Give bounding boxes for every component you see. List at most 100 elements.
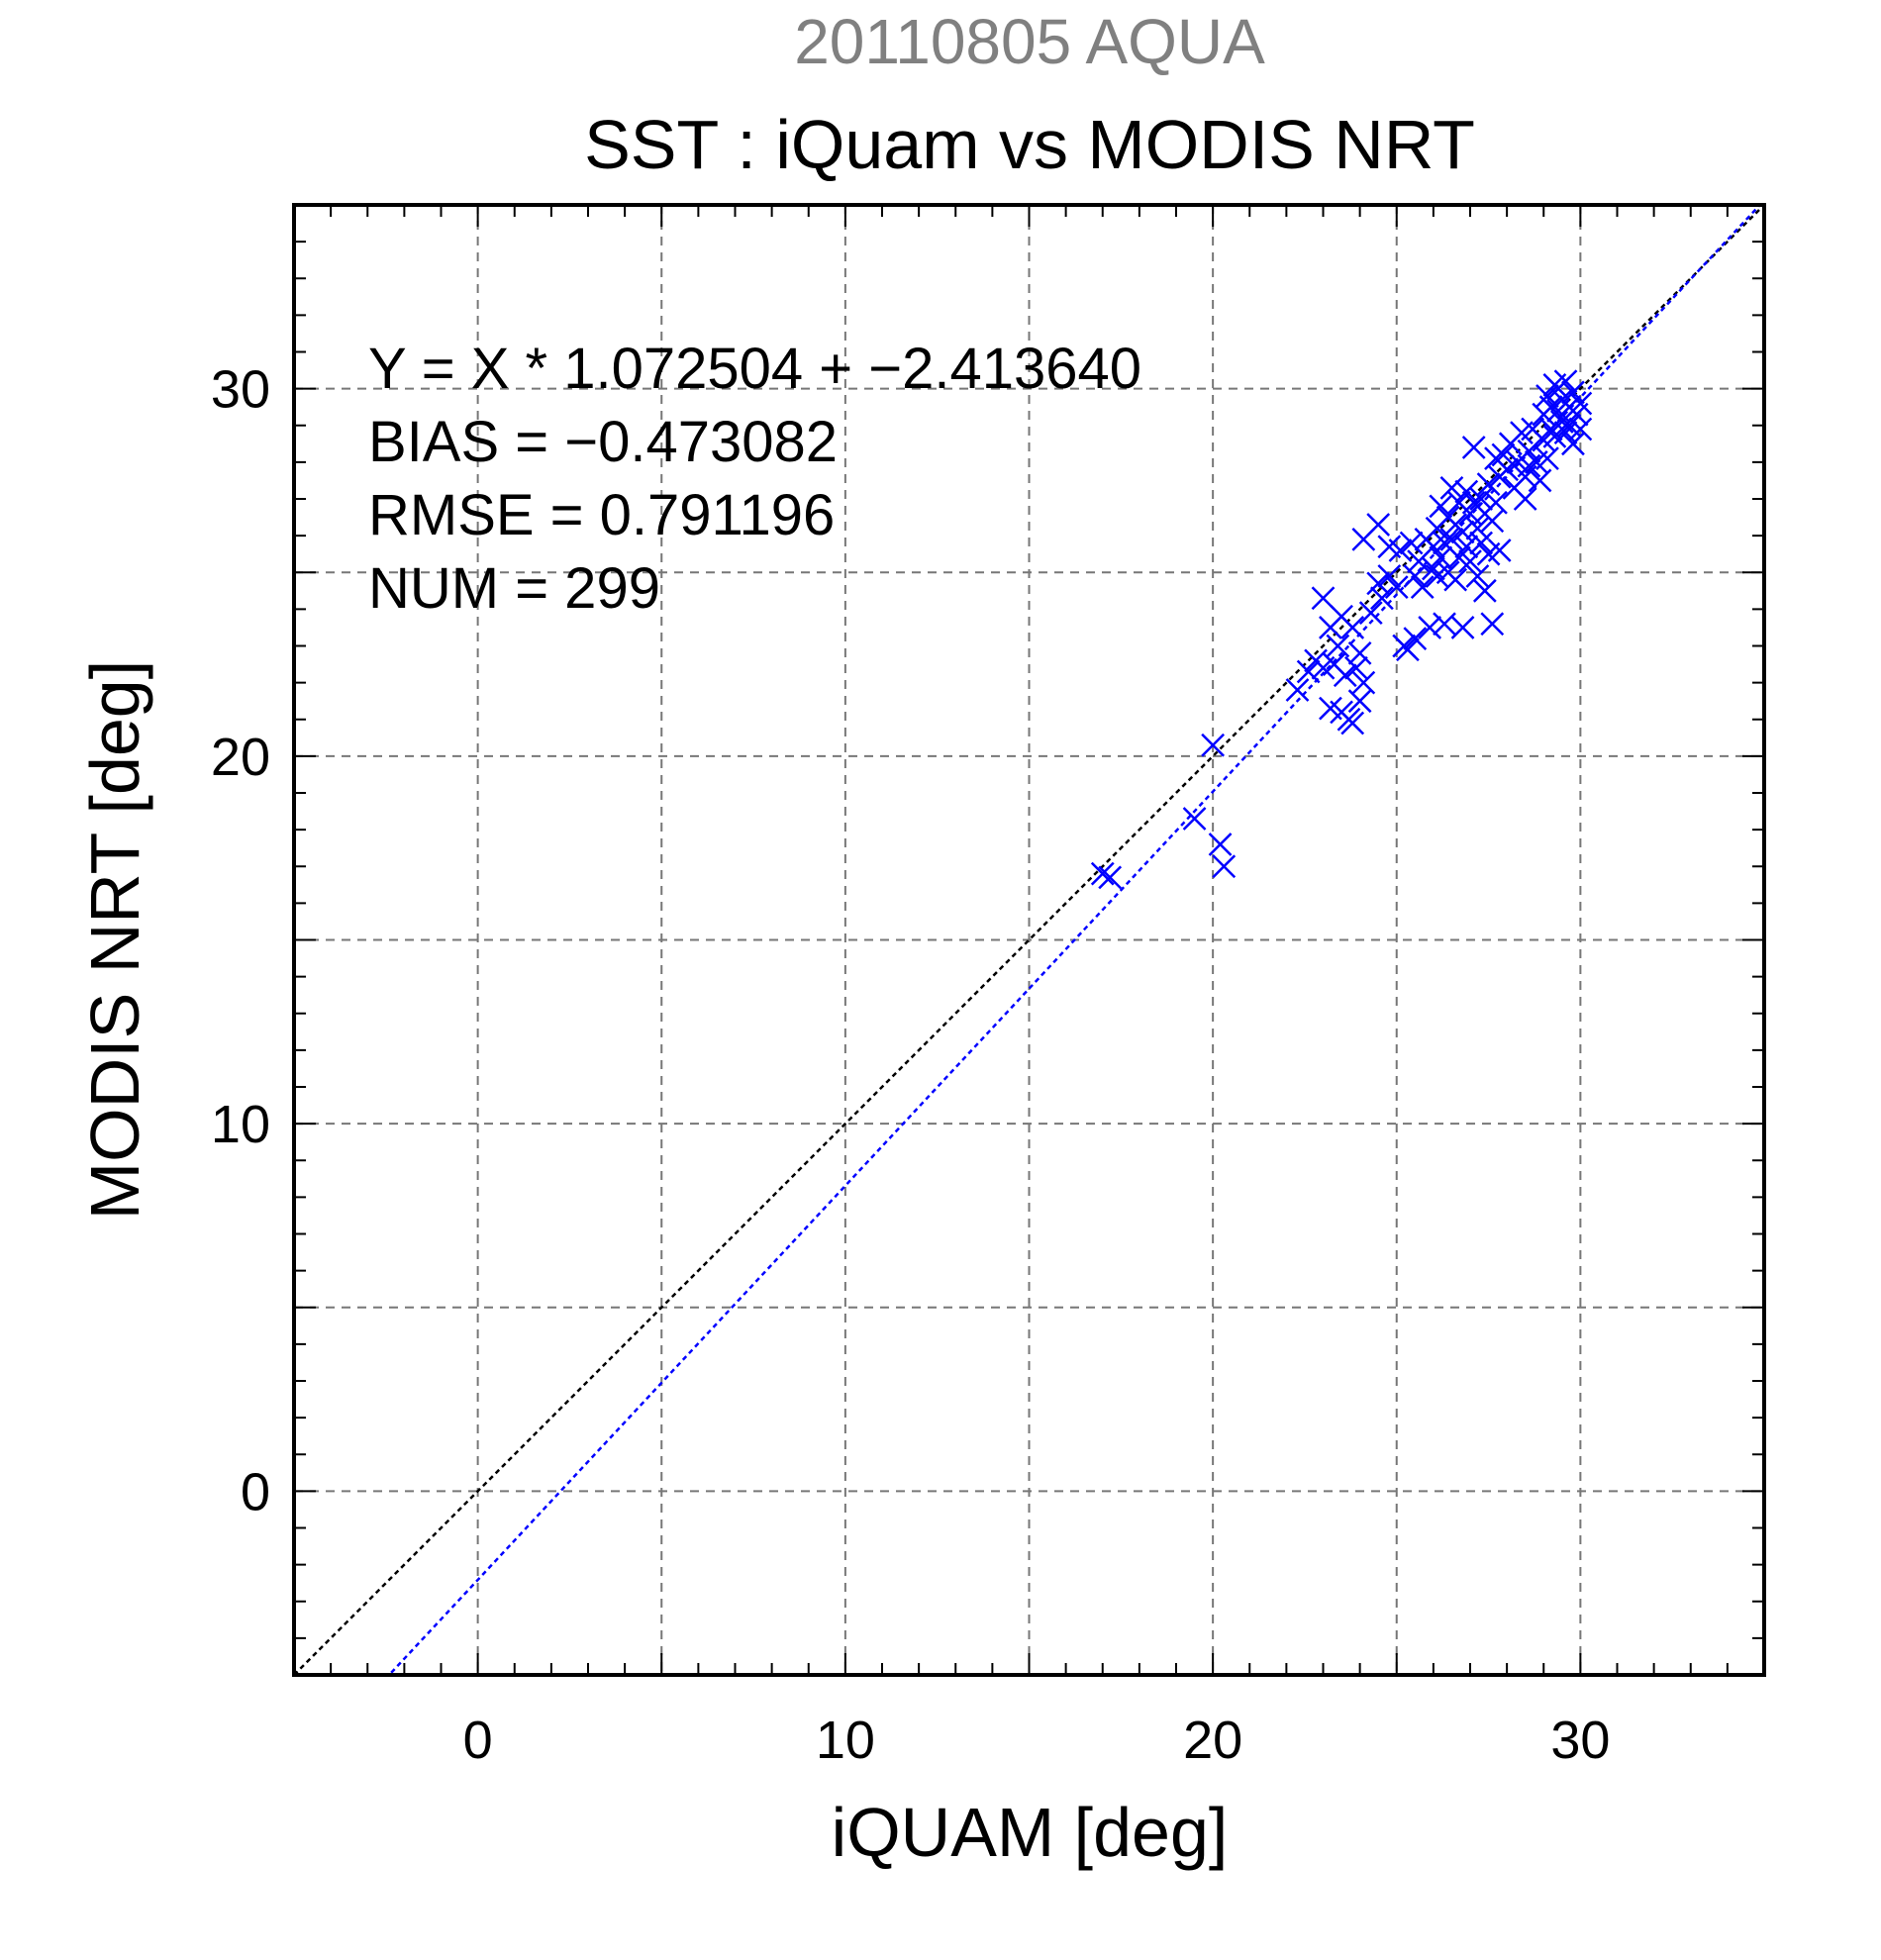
- data-point-stroke: [1421, 556, 1445, 581]
- data-point-stroke: [1538, 395, 1563, 420]
- bias-annotation: BIAS = −0.473082: [368, 410, 838, 474]
- data-point: [1429, 545, 1453, 570]
- count-annotation: NUM = 299: [368, 556, 660, 621]
- data-point-stroke: [1340, 711, 1365, 735]
- data-point-stroke: [1388, 539, 1413, 562]
- data-point-stroke: [1517, 453, 1541, 478]
- data-point-stroke: [1561, 380, 1585, 405]
- data-point-stroke: [1535, 446, 1559, 471]
- data-point: [1561, 380, 1585, 405]
- data-point: [1538, 417, 1563, 441]
- reference-lines: [294, 205, 1764, 1675]
- data-point-stroke: [1454, 479, 1479, 504]
- grid-lines: [294, 205, 1764, 1675]
- data-point-stroke: [1561, 432, 1585, 456]
- data-point-stroke: [1458, 549, 1482, 573]
- data-point-stroke: [1465, 564, 1490, 588]
- data-point: [1450, 520, 1475, 544]
- data-point: [1340, 616, 1365, 639]
- data-point-stroke: [1344, 655, 1368, 680]
- data-point-stroke: [1535, 384, 1559, 408]
- data-point-stroke: [1469, 487, 1494, 511]
- data-point-stroke: [1326, 634, 1350, 658]
- data-point: [1484, 490, 1508, 515]
- data-point-stroke: [1358, 601, 1383, 625]
- data-point-stroke: [1553, 369, 1578, 394]
- data-point: [1396, 637, 1420, 662]
- data-point: [1296, 659, 1321, 684]
- data-point-stroke: [1461, 436, 1486, 459]
- data-point: [1366, 513, 1391, 537]
- one-to-one-line: [294, 205, 1764, 1675]
- data-point: [1098, 865, 1123, 890]
- data-point: [1333, 663, 1357, 688]
- data-point: [1454, 535, 1479, 559]
- x-tick-label: 20: [1183, 1711, 1242, 1770]
- data-point: [1487, 539, 1512, 562]
- data-point: [1517, 453, 1541, 478]
- data-point-stroke: [1553, 421, 1578, 445]
- data-point-stroke: [1399, 531, 1424, 555]
- data-point-stroke: [1472, 578, 1497, 603]
- data-point-stroke: [1384, 575, 1409, 599]
- data-point: [1450, 616, 1475, 639]
- data-point-stroke: [1521, 417, 1544, 441]
- data-point: [1469, 531, 1494, 555]
- data-point-stroke: [1366, 513, 1391, 537]
- data-point-stroke: [1446, 545, 1471, 570]
- chart-title: SST : iQuam vs MODIS NRT: [584, 106, 1475, 183]
- data-point-stroke: [1296, 659, 1321, 684]
- data-point: [1347, 641, 1372, 665]
- data-point: [1476, 472, 1501, 497]
- data-point-stroke: [1396, 637, 1420, 662]
- data-point: [1472, 578, 1497, 603]
- data-point: [1439, 475, 1464, 500]
- data-point: [1454, 479, 1479, 504]
- data-point: [1212, 854, 1237, 879]
- data-point-stroke: [1377, 564, 1402, 588]
- data-point: [1528, 468, 1552, 493]
- data-point: [1311, 586, 1336, 611]
- data-point-stroke: [1433, 612, 1456, 637]
- data-point-stroke: [1487, 539, 1512, 562]
- data-point: [1480, 612, 1505, 637]
- data-point-stroke: [1330, 604, 1353, 629]
- plot-frame: [292, 203, 1766, 1677]
- data-point-stroke: [1403, 627, 1428, 650]
- data-point-stroke: [1450, 616, 1475, 639]
- y-axis-label: MODIS NRT [deg]: [76, 660, 153, 1220]
- data-point: [1495, 457, 1520, 482]
- data-point-stroke: [1208, 833, 1233, 856]
- x-tick-label: 0: [463, 1711, 493, 1770]
- data-point-stroke: [1513, 487, 1537, 511]
- data-point-stroke: [1557, 413, 1582, 438]
- data-point-stroke: [1182, 807, 1207, 831]
- data-point: [1351, 670, 1376, 695]
- data-point: [1513, 487, 1537, 511]
- data-point-stroke: [1528, 468, 1552, 493]
- data-point-stroke: [1538, 417, 1563, 441]
- data-point: [1388, 539, 1413, 562]
- data-point-stroke: [1480, 612, 1505, 637]
- data-point: [1326, 634, 1350, 658]
- data-point: [1469, 487, 1494, 511]
- data-point: [1568, 391, 1593, 416]
- x-tick-label: 10: [816, 1711, 875, 1770]
- data-point: [1421, 556, 1445, 581]
- data-point-stroke: [1370, 586, 1394, 611]
- data-point-stroke: [1429, 494, 1453, 519]
- data-point-stroke: [1410, 575, 1435, 599]
- data-point-stroke: [1484, 490, 1508, 515]
- data-point-stroke: [1340, 616, 1365, 639]
- data-point: [1358, 601, 1383, 625]
- data-point: [1285, 678, 1310, 702]
- data-point-stroke: [1480, 509, 1505, 534]
- x-axis-label: iQUAM [deg]: [832, 1794, 1229, 1871]
- data-point-stroke: [1495, 457, 1520, 482]
- data-point-stroke: [1439, 527, 1464, 551]
- data-point-stroke: [1454, 535, 1479, 559]
- data-point: [1399, 531, 1424, 555]
- data-point: [1418, 616, 1442, 639]
- y-tick-label: 10: [211, 1095, 270, 1154]
- data-point-stroke: [1450, 520, 1475, 544]
